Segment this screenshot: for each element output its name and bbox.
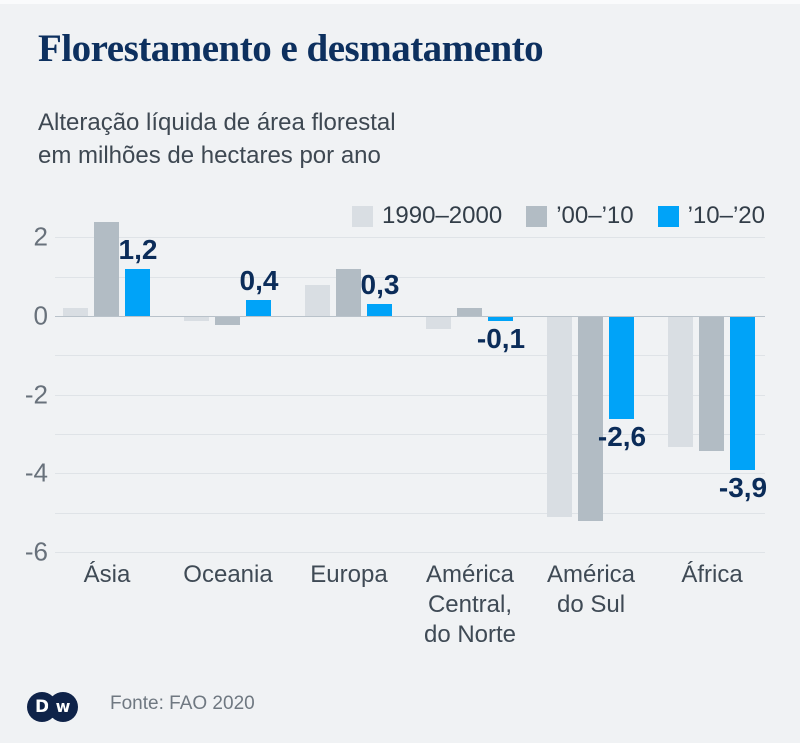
zero-gridline	[55, 316, 765, 317]
x-axis-category-label: Europa	[310, 561, 388, 588]
bar-value-label: -3,9	[718, 472, 768, 503]
legend-item: ’00–’10	[526, 202, 634, 230]
gridline	[55, 513, 765, 514]
dw-logo-w-circle: w	[48, 692, 78, 722]
bar-3-series-2	[336, 269, 361, 316]
legend-label: 1990–2000	[382, 202, 503, 229]
bar-4-series-2	[457, 308, 482, 316]
bar-6-series-2	[699, 317, 724, 451]
legend-label: ’10–’20	[687, 202, 765, 229]
top-strip	[0, 0, 800, 4]
bar-2-series-3	[246, 300, 271, 316]
gridline	[55, 355, 765, 356]
bar-1-series-2	[94, 222, 119, 316]
y-axis-tick-label: 0	[33, 300, 48, 331]
chart-subtitle-line1: Alteração líquida de área florestal	[38, 109, 396, 136]
bar-1-series-3	[125, 269, 150, 316]
legend-swatch-icon	[526, 205, 548, 227]
dw-logo: D w	[27, 692, 79, 722]
bar-value-label: 1,2	[118, 234, 158, 265]
y-axis-tick-label: 2	[33, 221, 48, 252]
bar-value-label: -2,6	[597, 421, 647, 452]
chart-subtitle: Alteração líquida de área florestal em m…	[38, 106, 396, 172]
gridline	[55, 395, 765, 396]
gridline	[55, 473, 765, 474]
legend-item: 1990–2000	[352, 202, 502, 230]
gridline	[55, 552, 765, 553]
bar-value-label: 0,4	[239, 265, 279, 296]
bar-value-label: 0,3	[360, 269, 400, 300]
y-axis-tick-label: -6	[24, 536, 48, 567]
bar-2-series-1	[184, 317, 209, 321]
dw-logo-w-letter: w	[55, 697, 71, 716]
bar-5-series-3	[609, 317, 634, 419]
x-axis-category-label: África	[681, 561, 743, 588]
x-axis-category-label: Ásia	[83, 561, 131, 588]
bar-4-series-1	[426, 317, 451, 329]
bar-2-series-2	[215, 317, 240, 325]
bar-6-series-3	[730, 317, 755, 470]
bar-4-series-3	[488, 317, 513, 321]
legend-swatch-icon	[657, 205, 679, 227]
bar-3-series-1	[305, 285, 330, 316]
legend-swatch-icon	[352, 205, 374, 227]
bar-5-series-2	[578, 317, 603, 521]
x-axis-category-label: América Central, do Norte	[423, 561, 517, 648]
y-axis-tick-label: -2	[24, 379, 48, 410]
bar-5-series-1	[547, 317, 572, 517]
gridline	[55, 434, 765, 435]
bar-1-series-1	[63, 308, 88, 316]
legend-label: ’00–’10	[556, 202, 634, 229]
dw-logo-d-letter: D	[34, 697, 50, 717]
bar-3-series-3	[367, 304, 392, 316]
legend-item: ’10–’20	[657, 202, 765, 230]
bar-value-label: -0,1	[476, 323, 526, 354]
bar-6-series-1	[668, 317, 693, 447]
source-caption: Fonte: FAO 2020	[110, 693, 255, 714]
gridline	[55, 277, 765, 278]
legend: 1990–2000 ’00–’10 ’10–’20	[352, 202, 765, 230]
x-axis-category-label: Oceania	[183, 561, 273, 588]
y-axis-tick-label: -4	[24, 457, 48, 488]
gridline	[55, 237, 765, 238]
x-axis-category-label: América do Sul	[546, 561, 636, 618]
chart-subtitle-line2: em milhões de hectares por ano	[38, 142, 381, 169]
chart-title: Florestamento e desmatamento	[38, 27, 544, 70]
